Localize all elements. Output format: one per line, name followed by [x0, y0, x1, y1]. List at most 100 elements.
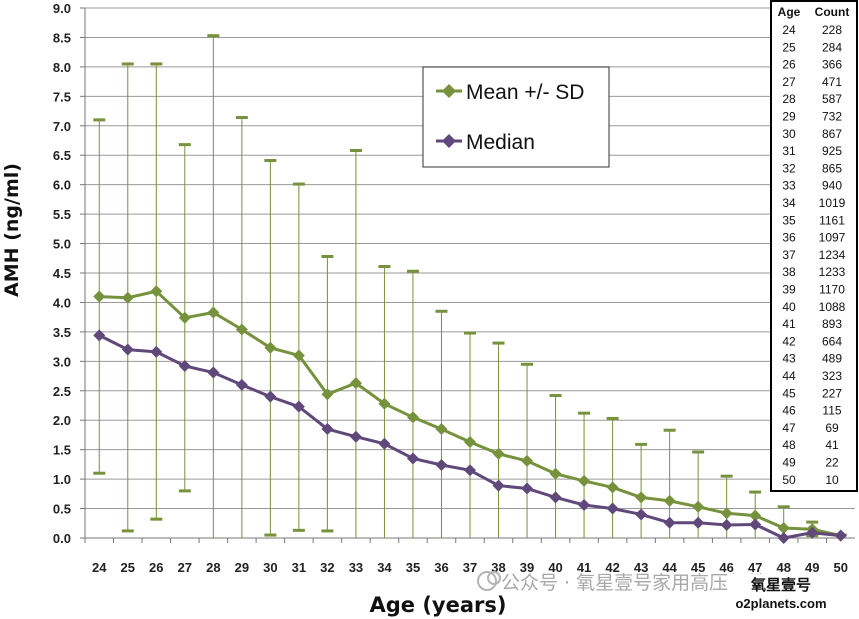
x-tick-label: 37 [463, 560, 477, 575]
mean-point [264, 341, 277, 354]
mean-point [777, 521, 790, 534]
mean-point [492, 447, 505, 460]
median-point [606, 502, 619, 515]
watermark: 公众号 · 氧星壹号家用高压氧舱 氧星壹号 o2planets.com [477, 571, 831, 612]
y-tick-label: 2.0 [53, 413, 71, 428]
table-cell-count: 228 [822, 23, 842, 37]
x-tick-label: 30 [263, 560, 277, 575]
y-tick-label: 6.0 [53, 178, 71, 193]
y-tick-label: 7.0 [53, 119, 71, 134]
x-tick-label: 25 [121, 560, 135, 575]
count-table-box [770, 0, 858, 492]
median-point [349, 430, 362, 443]
mean-point [121, 291, 134, 304]
table-cell-count: 865 [822, 161, 842, 175]
x-tick-label: 41 [577, 560, 591, 575]
legend-marker-mean [442, 84, 456, 98]
mean-point [606, 481, 619, 494]
mean-point [720, 507, 733, 520]
x-tick-label: 43 [634, 560, 648, 575]
mean-point [292, 349, 305, 362]
y-tick-label: 2.5 [53, 384, 71, 399]
x-tick-label: 34 [377, 560, 392, 575]
mean-point [692, 500, 705, 513]
mean-point [464, 436, 476, 449]
y-tick-label: 4.5 [53, 266, 71, 281]
table-cell-age: 48 [782, 438, 796, 452]
y-tick-label: 8.0 [53, 60, 71, 75]
table-cell-age: 38 [782, 265, 796, 279]
table-cell-age: 45 [782, 386, 796, 400]
table-cell-age: 27 [782, 75, 796, 89]
x-tick-label: 36 [434, 560, 448, 575]
median-point [635, 508, 648, 521]
median-point [492, 479, 505, 492]
table-cell-count: 867 [822, 127, 842, 141]
table-cell-age: 29 [782, 110, 796, 124]
median-point [178, 360, 191, 373]
legend: Mean +/- SD Median [422, 66, 610, 168]
table-cell-age: 25 [782, 40, 796, 54]
y-tick-label: 1.5 [53, 443, 71, 458]
table-cell-count: 1019 [819, 196, 846, 210]
watermark-text: 公众号 · 氧星壹号家用高压氧舱 [501, 572, 766, 594]
y-tick-label: 5.5 [53, 207, 71, 222]
mean-point [178, 311, 191, 324]
table-cell-count: 1170 [819, 283, 845, 297]
table-cell-age: 31 [782, 144, 796, 158]
mean-point [663, 494, 676, 507]
median-point [663, 516, 676, 529]
y-tick-label: 6.5 [53, 148, 71, 163]
median-point [150, 345, 163, 358]
mean-point [521, 454, 534, 467]
x-axis-ticks: 24 25 26 27 28 29 30 31 32 33 34 35 36 37 38 39 40 41 42 43… [84, 538, 848, 575]
x-tick-label: 40 [548, 560, 562, 575]
table-cell-count: 115 [822, 404, 841, 418]
median-point [378, 437, 391, 450]
table-cell-age: 50 [782, 473, 796, 487]
table-cell-age: 37 [782, 248, 796, 262]
table-cell-count: 323 [822, 369, 842, 383]
mean-point [578, 474, 591, 487]
median-point [264, 390, 277, 403]
x-tick-label: 39 [520, 560, 534, 575]
table-cell-count: 1088 [819, 300, 846, 314]
table-cell-count: 940 [822, 179, 842, 193]
table-cell-count: 227 [822, 386, 842, 400]
x-tick-label: 42 [605, 560, 619, 575]
x-tick-label: 46 [719, 560, 733, 575]
table-cell-count: 69 [825, 421, 839, 435]
table-cell-age: 47 [782, 421, 796, 435]
x-tick-label: 31 [292, 560, 306, 575]
table-cell-count: 1161 [819, 213, 845, 227]
x-tick-label: 29 [235, 560, 249, 575]
table-cell-count: 1233 [819, 265, 846, 279]
table-cell-age: 34 [782, 196, 796, 210]
median-point [777, 532, 790, 544]
table-cell-age: 49 [782, 456, 796, 470]
table-cell-age: 32 [782, 161, 796, 175]
y-tick-label: 3.0 [53, 354, 71, 369]
table-rows: 24 228 25 284 26 366 27 471 28 587 29 732 30 867 31 925… [782, 23, 845, 487]
legend-label-median: Median [466, 131, 535, 154]
x-tick-label: 48 [776, 560, 790, 575]
mean-point [150, 285, 163, 298]
median-point [521, 482, 534, 495]
table-cell-count: 664 [822, 334, 842, 348]
table-cell-age: 44 [782, 369, 796, 383]
mean-point [435, 423, 448, 436]
watermark-logo-title: 氧星壹号 [750, 576, 811, 594]
y-tick-label: 8.5 [53, 30, 71, 45]
median-point [93, 329, 106, 342]
table-cell-age: 42 [782, 334, 796, 348]
median-point [749, 518, 762, 531]
y-axis-ticks: 0.0 0.5 1.0 1.5 2.0 2.5 3.0 3.5 4.0 4.5 5.0 5.5 6.0 6… [53, 1, 85, 546]
x-tick-label: 49 [805, 560, 819, 575]
table-cell-age: 46 [782, 404, 796, 418]
mean-point [635, 491, 648, 504]
median-point [720, 519, 733, 532]
x-tick-label: 24 [92, 560, 107, 575]
legend-label-mean: Mean +/- SD [466, 81, 584, 104]
y-tick-label: 5.0 [53, 237, 71, 252]
